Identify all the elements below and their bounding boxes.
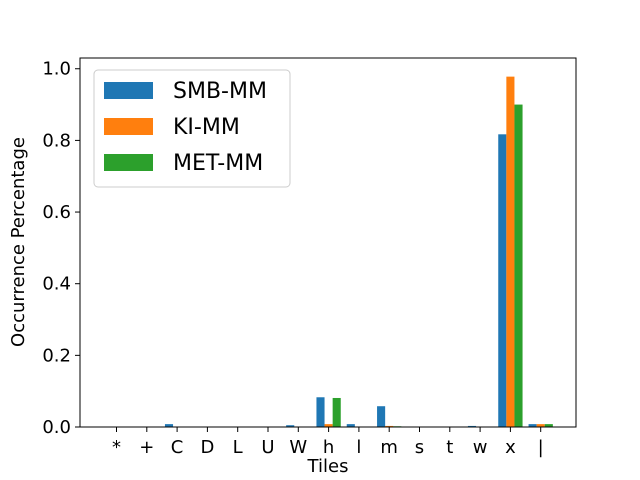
bar-smb-mm-13 xyxy=(498,134,507,427)
plot-frame xyxy=(79,57,577,428)
y-tick-label: 0.6 xyxy=(42,202,71,223)
bar-smb-mm-8 xyxy=(346,424,355,427)
bar-smb-mm-6 xyxy=(286,425,295,427)
y-tick-label: 0.0 xyxy=(42,417,71,438)
bars-group xyxy=(164,76,553,427)
y-tick-label: 0.8 xyxy=(42,130,71,151)
bar-ki-mm-9 xyxy=(385,425,394,427)
x-tick-label: D xyxy=(200,437,214,458)
x-tick-label: U xyxy=(261,437,274,458)
y-tick-label: 0.2 xyxy=(42,345,71,366)
x-tick-label: l xyxy=(356,437,361,458)
legend-swatch-ki-mm xyxy=(104,118,153,135)
bar-ki-mm-13 xyxy=(506,76,515,427)
y-tick-label: 1.0 xyxy=(42,59,71,80)
x-tick-label: | xyxy=(538,437,544,458)
x-tick-label: m xyxy=(380,437,398,458)
legend-label-ki-mm: KI-MM xyxy=(173,115,240,140)
bar-met-mm-14 xyxy=(544,424,553,427)
legend-swatch-met-mm xyxy=(104,154,153,171)
legend: SMB-MM KI-MM MET-MM xyxy=(93,69,291,188)
legend-swatch-smb-mm xyxy=(104,82,153,99)
x-axis-label: Tiles xyxy=(307,456,349,477)
x-tick-label: w xyxy=(473,437,488,458)
x-tick-label: x xyxy=(505,437,516,458)
x-tick-label: L xyxy=(233,437,243,458)
bar-ki-mm-14 xyxy=(536,424,545,427)
legend-label-met-mm: MET-MM xyxy=(173,151,263,176)
y-axis-label: Occurrence Percentage xyxy=(8,137,29,347)
x-tick-label: * xyxy=(112,437,121,458)
x-tick-label: C xyxy=(171,437,184,458)
bar-smb-mm-2 xyxy=(164,424,174,427)
bar-smb-mm-9 xyxy=(377,406,386,427)
bar-ki-mm-7 xyxy=(324,424,333,427)
bar-smb-mm-7 xyxy=(316,397,325,427)
legend-label-smb-mm: SMB-MM xyxy=(173,79,267,104)
bar-smb-mm-14 xyxy=(528,424,537,427)
bar-met-mm-7 xyxy=(332,397,341,427)
x-tick-label: + xyxy=(139,437,154,458)
x-tick-label: W xyxy=(289,437,307,458)
x-tick-label: h xyxy=(323,437,334,458)
y-axis: 0.0 0.2 0.4 0.6 0.8 1.0 xyxy=(42,59,80,438)
x-tick-label: t xyxy=(446,437,453,458)
bar-met-mm-13 xyxy=(514,104,523,427)
bar-smb-mm-12 xyxy=(467,425,477,427)
y-tick-label: 0.4 xyxy=(42,274,71,295)
x-tick-label: s xyxy=(415,437,424,458)
